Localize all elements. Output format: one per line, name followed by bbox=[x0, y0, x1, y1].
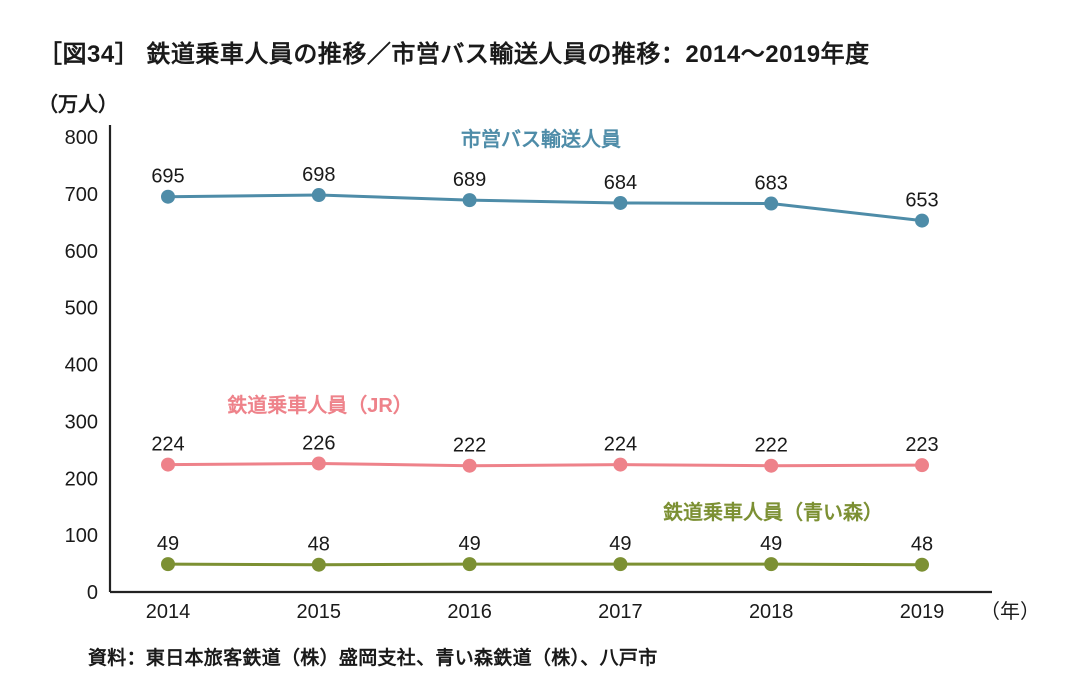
data-point bbox=[764, 196, 779, 211]
series-line bbox=[167, 193, 923, 223]
data-point bbox=[613, 457, 628, 472]
y-tick-label: 300 bbox=[65, 411, 98, 433]
value-label: 48 bbox=[911, 534, 933, 556]
data-point bbox=[915, 458, 929, 473]
value-label: 698 bbox=[302, 164, 335, 186]
y-tick-label: 0 bbox=[87, 582, 98, 604]
x-tick-label: 2019 bbox=[900, 601, 945, 623]
value-label: 222 bbox=[453, 435, 486, 457]
value-label: 48 bbox=[308, 534, 330, 556]
value-label: 684 bbox=[604, 172, 637, 194]
y-tick-label: 400 bbox=[65, 355, 98, 377]
chart-title: ［図34］ 鉄道乗車人員の推移／市営バス輸送人員の推移：2014～2019年度 bbox=[38, 41, 870, 68]
y-axis-unit-label: （万人） bbox=[38, 94, 118, 116]
value-label: 222 bbox=[755, 435, 788, 457]
data-point bbox=[613, 557, 628, 572]
data-point bbox=[764, 557, 779, 572]
data-point bbox=[311, 188, 326, 203]
y-tick-label: 100 bbox=[65, 525, 98, 547]
x-tick-label: 2017 bbox=[598, 601, 643, 623]
series-line bbox=[167, 461, 923, 468]
data-point bbox=[161, 557, 175, 572]
data-point bbox=[462, 193, 477, 208]
data-point bbox=[161, 457, 175, 472]
source-note: 資料：東日本旅客鉄道（株）盛岡支社、青い森鉄道（株）、八戸市 bbox=[88, 648, 658, 669]
value-label: 49 bbox=[458, 533, 480, 555]
value-label: 226 bbox=[302, 432, 335, 454]
series-label: 鉄道乗車人員（青い森） bbox=[663, 500, 883, 524]
value-label: 695 bbox=[151, 166, 184, 188]
value-label: 223 bbox=[905, 434, 938, 456]
data-point bbox=[311, 456, 326, 471]
value-label: 49 bbox=[760, 533, 782, 555]
data-point bbox=[915, 557, 929, 572]
y-tick-label: 500 bbox=[65, 298, 98, 320]
x-tick-label: 2016 bbox=[447, 601, 492, 623]
series-line bbox=[167, 562, 923, 567]
data-point bbox=[764, 458, 779, 473]
y-tick-label: 600 bbox=[65, 241, 98, 263]
value-label: 683 bbox=[755, 173, 788, 195]
x-tick-label: 2018 bbox=[749, 601, 794, 623]
series-label: 鉄道乗車人員（JR） bbox=[227, 393, 413, 417]
value-label: 653 bbox=[905, 190, 938, 212]
x-tick-label: 2015 bbox=[297, 601, 342, 623]
series-label: 市営バス輸送人員 bbox=[461, 127, 621, 151]
y-tick-label: 200 bbox=[65, 468, 98, 490]
value-label: 224 bbox=[604, 434, 637, 456]
y-tick-label: 700 bbox=[65, 184, 98, 206]
value-label: 224 bbox=[151, 434, 184, 456]
y-tick-label: 800 bbox=[65, 127, 98, 149]
data-point bbox=[311, 557, 326, 572]
value-label: 689 bbox=[453, 169, 486, 191]
data-point bbox=[915, 213, 929, 228]
data-point bbox=[462, 458, 477, 473]
data-point bbox=[462, 557, 477, 572]
data-point bbox=[613, 195, 628, 210]
x-tick-label: 2014 bbox=[146, 601, 191, 623]
value-label: 49 bbox=[609, 533, 631, 555]
x-axis-unit-label: （年） bbox=[980, 600, 1040, 623]
data-point bbox=[161, 189, 175, 204]
value-label: 49 bbox=[157, 533, 179, 555]
